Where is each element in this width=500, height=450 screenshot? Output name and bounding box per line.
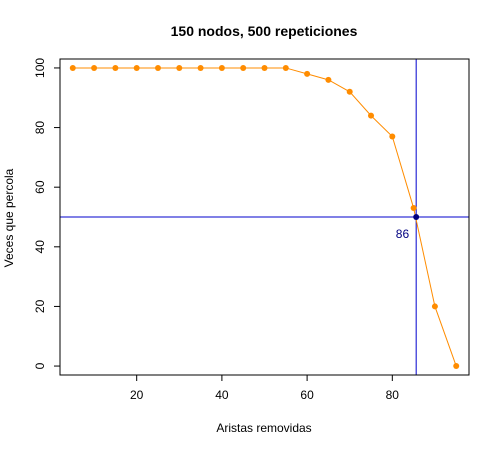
y-axis-label: Veces que percola xyxy=(2,168,16,267)
data-point xyxy=(304,70,311,77)
y-tick-label: 60 xyxy=(33,180,47,194)
x-tick-label: 80 xyxy=(386,388,400,402)
x-tick-label: 20 xyxy=(130,388,144,402)
intersection-point xyxy=(413,214,420,220)
data-point xyxy=(112,64,119,71)
data-point xyxy=(453,363,460,370)
chart-title: 150 nodos, 500 repeticiones xyxy=(171,23,358,39)
y-tick-label: 20 xyxy=(33,299,47,313)
intersection-annotation: 86 xyxy=(396,227,410,241)
y-tick-label: 80 xyxy=(33,121,47,135)
plot-frame xyxy=(59,58,470,376)
data-point xyxy=(389,133,396,140)
data-point xyxy=(197,64,204,71)
data-point xyxy=(368,112,375,119)
data-point xyxy=(218,64,225,71)
x-axis-label: Aristas removidas xyxy=(216,421,311,435)
data-point xyxy=(325,76,332,83)
data-point xyxy=(176,64,183,71)
data-point xyxy=(346,88,353,95)
data-point xyxy=(154,64,161,71)
x-tick-label: 40 xyxy=(215,388,229,402)
y-tick-label: 0 xyxy=(33,362,47,369)
x-tick-label: 60 xyxy=(300,388,314,402)
plot-layer: 20 40 60 80 0 20 40 60 80 100 86 xyxy=(33,58,470,402)
data-point xyxy=(431,303,438,310)
data-point xyxy=(91,64,98,71)
data-point xyxy=(261,64,268,71)
data-point xyxy=(410,205,417,212)
y-tick-label: 40 xyxy=(33,240,47,254)
y-tick-label: 100 xyxy=(33,58,47,78)
data-point xyxy=(133,64,140,71)
data-point xyxy=(69,64,76,71)
data-point xyxy=(282,64,289,71)
data-point xyxy=(240,64,247,71)
